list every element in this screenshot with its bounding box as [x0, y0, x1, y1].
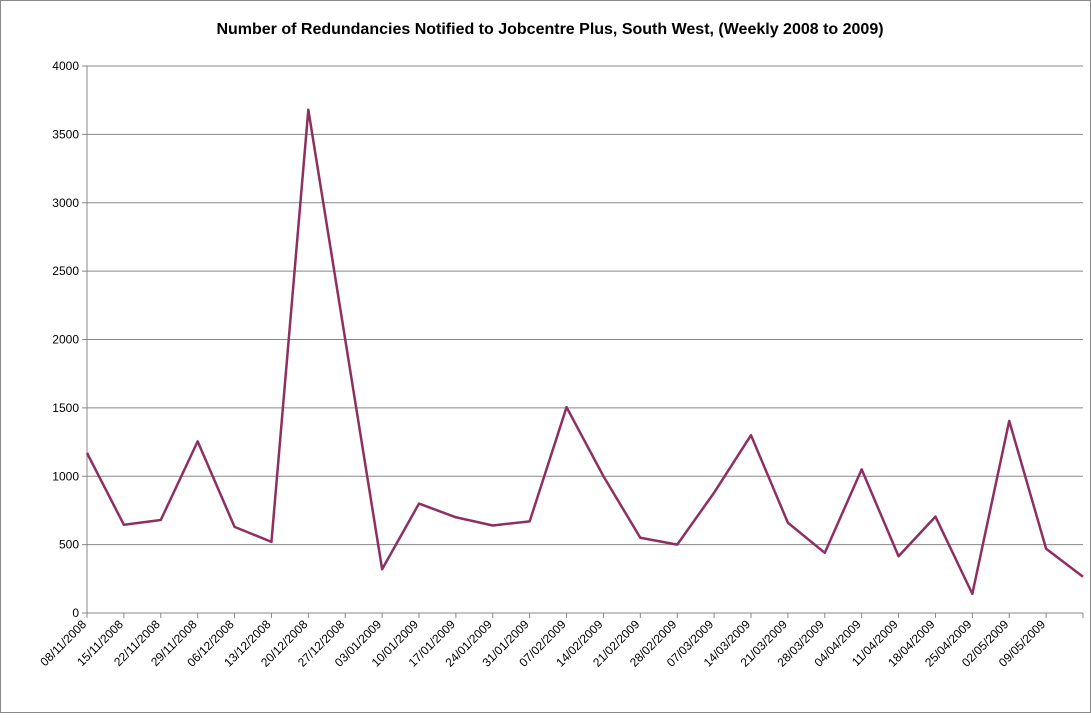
y-tick-label: 3000: [52, 196, 79, 210]
chart-title: Number of Redundancies Notified to Jobce…: [216, 21, 883, 38]
y-tick-label: 4000: [52, 59, 79, 73]
data-line: [85, 108, 1084, 596]
y-tick-label: 1500: [52, 401, 79, 415]
y-tick-label: 1000: [52, 469, 79, 483]
y-tick-label: 2000: [52, 333, 79, 347]
y-tick-label: 2500: [52, 264, 79, 278]
y-tick-label: 0: [72, 606, 79, 620]
y-tick-label: 500: [59, 538, 79, 552]
y-tick-label: 3500: [52, 127, 79, 141]
